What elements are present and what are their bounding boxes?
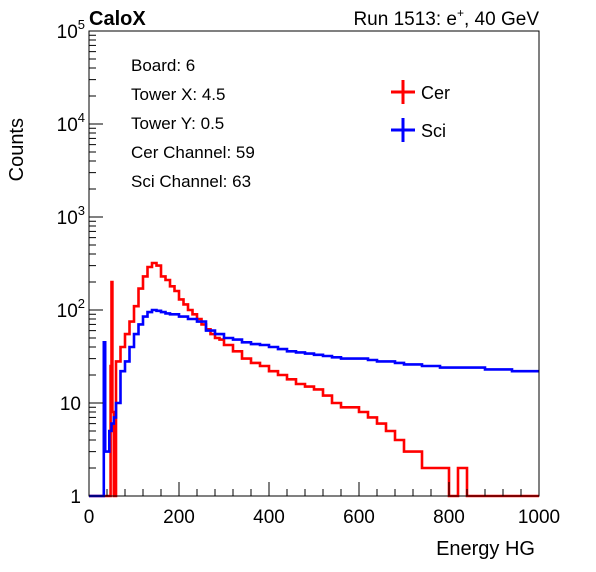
x-tick-label: 400 (253, 507, 285, 528)
x-axis: 0 200 400 600 800 1000 (84, 482, 560, 528)
x-tick-label: 800 (433, 507, 465, 528)
y-tick-label: 104 (57, 110, 85, 136)
y-tick-label: 103 (57, 203, 85, 229)
y-axis: 1 10 102 103 104 105 (57, 17, 103, 508)
header-right-label: Run 1513: e+, 40 GeV (353, 6, 539, 30)
y-tick-label: 10 (60, 394, 81, 415)
info-board: Board: 6 (131, 56, 195, 75)
x-tick-label: 200 (163, 507, 195, 528)
plot-frame (88, 30, 540, 497)
y-axis-title: Counts (6, 118, 28, 181)
info-tower-x: Tower X: 4.5 (131, 85, 226, 104)
info-cer-channel: Cer Channel: 59 (131, 143, 255, 162)
x-tick-label: 1000 (518, 507, 560, 528)
y-tick-label: 1 (70, 487, 81, 508)
legend: Cer Sci (391, 80, 450, 142)
series-line-cer (89, 261, 539, 498)
x-tick-label: 0 (84, 507, 95, 528)
series-line-sci (89, 308, 539, 498)
info-tower-y: Tower Y: 0.5 (131, 114, 224, 133)
header-left-label: CaloX (89, 8, 146, 30)
series-layer (89, 261, 539, 498)
legend-label-cer: Cer (421, 83, 450, 103)
y-tick-label: 102 (57, 296, 85, 322)
x-axis-title: Energy HG (436, 538, 535, 560)
x-tick-label: 600 (343, 507, 375, 528)
legend-label-sci: Sci (421, 121, 446, 141)
y-tick-label: 105 (57, 17, 85, 43)
info-sci-channel: Sci Channel: 63 (131, 172, 251, 191)
